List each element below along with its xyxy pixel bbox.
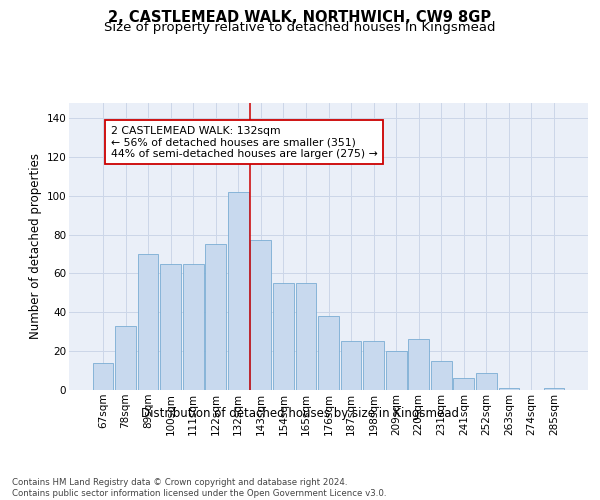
Bar: [363, 342, 384, 390]
Bar: [544, 388, 565, 390]
Bar: [228, 192, 248, 390]
Bar: [115, 326, 136, 390]
Bar: [454, 378, 474, 390]
Bar: [160, 264, 181, 390]
Text: Size of property relative to detached houses in Kingsmead: Size of property relative to detached ho…: [104, 21, 496, 34]
Bar: [296, 283, 316, 390]
Text: Distribution of detached houses by size in Kingsmead: Distribution of detached houses by size …: [141, 408, 459, 420]
Bar: [409, 340, 429, 390]
Bar: [431, 361, 452, 390]
Bar: [386, 351, 407, 390]
Text: Contains HM Land Registry data © Crown copyright and database right 2024.
Contai: Contains HM Land Registry data © Crown c…: [12, 478, 386, 498]
Text: 2 CASTLEMEAD WALK: 132sqm
← 56% of detached houses are smaller (351)
44% of semi: 2 CASTLEMEAD WALK: 132sqm ← 56% of detac…: [111, 126, 377, 159]
Bar: [183, 264, 203, 390]
Bar: [273, 283, 294, 390]
Bar: [341, 342, 361, 390]
Text: 2, CASTLEMEAD WALK, NORTHWICH, CW9 8GP: 2, CASTLEMEAD WALK, NORTHWICH, CW9 8GP: [109, 10, 491, 25]
Bar: [476, 372, 497, 390]
Bar: [250, 240, 271, 390]
Bar: [499, 388, 520, 390]
Bar: [205, 244, 226, 390]
Y-axis label: Number of detached properties: Number of detached properties: [29, 153, 43, 340]
Bar: [92, 363, 113, 390]
Bar: [137, 254, 158, 390]
Bar: [318, 316, 339, 390]
